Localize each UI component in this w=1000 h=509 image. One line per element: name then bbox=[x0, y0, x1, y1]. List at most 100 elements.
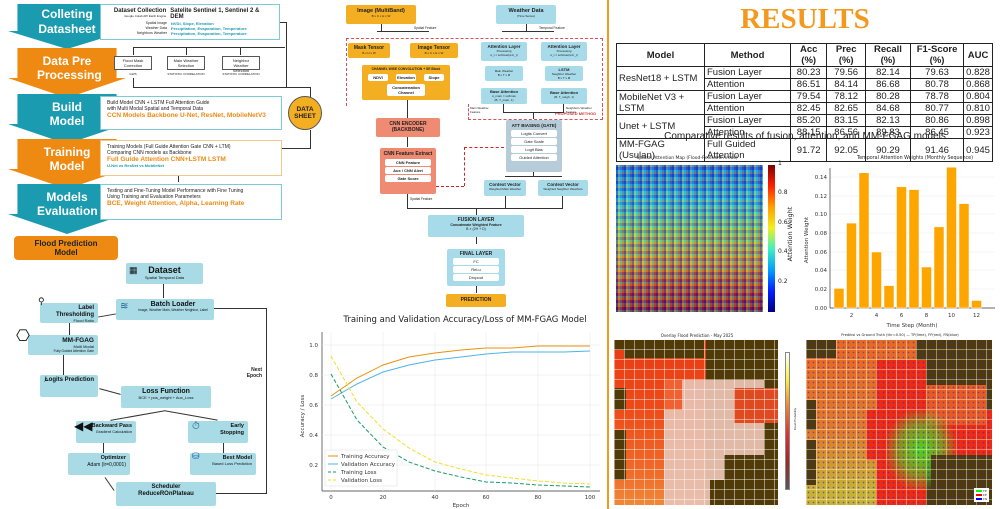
stopwatch-icon: ⏱ bbox=[192, 421, 200, 432]
overlay-flood-map bbox=[614, 340, 778, 505]
layers-icon: ≋ bbox=[120, 301, 129, 312]
magnifier-icon: ⚲ bbox=[38, 296, 45, 306]
svg-text:0.04: 0.04 bbox=[815, 268, 828, 274]
svg-text:0.8: 0.8 bbox=[309, 373, 318, 379]
main-weather-node: Main Weather B x T x M bbox=[485, 66, 523, 81]
training-validation-chart: 1.0 0.8 0.6 0.4 0.2 0 20 40 60 80 100 Epoch Accur… bbox=[300, 332, 600, 509]
datasheet-circle: DATA SHEET bbox=[288, 96, 322, 130]
context-vector-main: Context Vector Weighted Main Weather bbox=[484, 180, 526, 196]
panel-divider bbox=[607, 0, 609, 509]
network-icon: ⎔ bbox=[16, 328, 30, 345]
best-model-node: ⛁ Best Model Based Loss Prediction bbox=[190, 451, 256, 475]
svg-text:0.14: 0.14 bbox=[815, 175, 828, 181]
context-vector-neighbor: Context Vector Weighted Neighbor Weather… bbox=[538, 180, 588, 196]
image-multiband-node: Image (MultiBand) B x C x H x W bbox=[346, 5, 416, 24]
lstm-node: LSTM Neighbor Weather B x T x M bbox=[545, 66, 583, 81]
image-tensor-node: Image Tensor B x C x H x W bbox=[410, 43, 458, 58]
stage-data-preprocessing: Data Pre Processing bbox=[8, 48, 126, 98]
svg-text:Epoch: Epoch bbox=[453, 503, 470, 509]
svg-text:100: 100 bbox=[585, 495, 596, 501]
svg-text:40: 40 bbox=[432, 495, 439, 501]
mm-fgag-node: ⎔ MM-FGAG Multi Modal Fully Guided Atten… bbox=[16, 328, 98, 355]
logits-prediction-node: ⌕ Logits Prediction bbox=[40, 375, 98, 397]
prediction-node: PREDICTION bbox=[446, 294, 506, 307]
database-check-icon: ⛁ bbox=[192, 451, 200, 461]
proposed-method-frame-lower bbox=[468, 104, 603, 120]
svg-text:6: 6 bbox=[900, 313, 904, 319]
mask-tensor-node: Mask Tensor B x H x W bbox=[348, 43, 390, 58]
svg-text:0.02: 0.02 bbox=[815, 287, 827, 293]
svg-text:0.06: 0.06 bbox=[815, 250, 828, 256]
svg-text:12: 12 bbox=[973, 313, 980, 319]
svg-text:Validation Accuracy: Validation Accuracy bbox=[341, 462, 396, 468]
attention-layer-neighbor: Attention Layer Processing α_t = softmax… bbox=[541, 42, 587, 61]
rewind-icon: ◀◀ bbox=[74, 419, 93, 433]
optimizer-node: Optimizer Adam (lr=0,0001) bbox=[68, 453, 130, 475]
svg-text:80: 80 bbox=[535, 495, 542, 501]
attention-colorbar bbox=[768, 165, 775, 312]
chart-magnifier-icon: ⌕ bbox=[44, 375, 49, 384]
prediction-vs-groundtruth-map: TP FP FN bbox=[806, 340, 992, 505]
svg-text:0.00: 0.00 bbox=[815, 306, 828, 312]
svg-text:0.12: 0.12 bbox=[815, 194, 827, 200]
scheduler-node: Scheduler ReduceROnPlateau bbox=[116, 482, 216, 506]
base-attention-main: Base Attention α_main = softmax (B, T_ma… bbox=[481, 88, 527, 104]
flood-probability-colorbar bbox=[785, 352, 790, 490]
svg-text:Attention Weight: Attention Weight bbox=[804, 216, 810, 263]
table-row: MM-FGAG (Usulan) Full Guided Attention 9… bbox=[616, 138, 993, 162]
svg-text:60: 60 bbox=[483, 495, 490, 501]
dataset-icon: ▦ bbox=[129, 265, 138, 275]
svg-text:0.6: 0.6 bbox=[309, 403, 318, 409]
fusion-layer-node: FUSION LAYER Concatenate Weighted Featur… bbox=[428, 215, 524, 237]
batch-loader-node: ≋ Batch Loader Image, Weather Main, Weat… bbox=[116, 299, 214, 320]
temporal-attention-bar-chart: 0.00 0.02 0.04 0.06 0.08 0.10 0.12 0.14 2 4 6 8 10 1… bbox=[804, 166, 995, 329]
tp-fp-fn-legend: TP FP FN bbox=[974, 488, 989, 502]
spatial-attention-heatmap bbox=[616, 165, 763, 312]
flood-prediction-model: Flood Prediction Model bbox=[14, 236, 118, 260]
svg-text:8: 8 bbox=[925, 313, 929, 319]
loss-function-node: Loss Function BCE + pos_weight + Aux_Los… bbox=[121, 386, 211, 408]
base-attention-neighbor: Base Attention (B, T_neigh, 1) bbox=[541, 88, 587, 104]
svg-text:Training Accuracy: Training Accuracy bbox=[340, 454, 390, 460]
table-row: Attention 88.15 86.56 89.83 86.45 0.923 bbox=[617, 126, 993, 139]
att-biasing-node: ATT BIASING (GATE) Logits Convert Gate S… bbox=[506, 120, 562, 172]
svg-text:1.0: 1.0 bbox=[309, 343, 318, 349]
dataset-node: ▦ Dataset Spatial Temporal Data bbox=[126, 263, 203, 284]
proposed-method-frame bbox=[346, 38, 603, 106]
svg-text:0.08: 0.08 bbox=[815, 231, 828, 237]
table-row: ResNet18 + LSTM Fusion Layer 80.23 79.56… bbox=[616, 66, 993, 91]
build-box: Build Model CNN + LSTM Full Attention Gu… bbox=[100, 96, 282, 130]
cnn-feature-extract-node: CNN Feature Extract CNN Feature Aux / CN… bbox=[380, 148, 436, 194]
svg-text:Time Step (Month): Time Step (Month) bbox=[885, 323, 937, 329]
svg-text:Accuracy / Loss: Accuracy / Loss bbox=[300, 395, 306, 438]
results-title: RESULTS bbox=[740, 3, 870, 35]
svg-text:0.4: 0.4 bbox=[309, 433, 318, 439]
channel-conv-node: CHANNEL WISE CONVOLUTION + SE Block NDVI… bbox=[362, 65, 450, 100]
svg-text:20: 20 bbox=[380, 495, 387, 501]
attention-layer-main: Attention Layer Processing α_t = softmax… bbox=[481, 42, 527, 61]
training-chart-title: Training and Validation Accuracy/Loss of… bbox=[343, 315, 587, 325]
svg-text:0: 0 bbox=[329, 495, 333, 501]
results-table: Model Method Acc (%) Prec (%) Recall (%)… bbox=[616, 43, 993, 162]
table-row: Unet + LSTM Fusion Layer 85.20 83.15 82.… bbox=[616, 114, 993, 139]
cnn-encoder-node: CNN ENCODER (BACKBONE) bbox=[376, 118, 440, 137]
svg-text:10: 10 bbox=[948, 313, 955, 319]
final-layer-node: FINAL LAYER FC ReLu Dropout bbox=[447, 249, 505, 286]
weather-data-node: Weather Data (Time Series) bbox=[496, 5, 556, 24]
collection-box: Dataset Collection Google Colab API Eart… bbox=[100, 4, 280, 40]
main-weather-box: Main Weather Selection bbox=[167, 56, 205, 70]
svg-text:0.2: 0.2 bbox=[309, 463, 318, 469]
svg-text:Validation Loss: Validation Loss bbox=[341, 478, 382, 484]
label-thresholding-node: ⚲ Label Thresholding Flood Ratio bbox=[38, 296, 98, 323]
neighbor-weather-box: Neighbor Weather Selection bbox=[222, 56, 260, 72]
table-row: Attention 86.51 84.14 86.68 80.78 0.868 bbox=[617, 78, 993, 91]
svg-text:4: 4 bbox=[875, 313, 879, 319]
evaluation-box: Testing and Fine-Tuning Model Performanc… bbox=[100, 184, 282, 220]
training-box: Training Models (Full Guide Attention Ga… bbox=[100, 140, 282, 176]
table-row: MobileNet V3 + LSTM Fusion Layer 79.54 7… bbox=[616, 90, 993, 115]
backward-pass-node: ◀◀ Backward Pass Gradient Calculation bbox=[74, 419, 136, 443]
table-caption: Comparative results of fusion, attention… bbox=[664, 131, 946, 142]
svg-text:Training Loss: Training Loss bbox=[340, 470, 377, 476]
early-stopping-node: ⏱ Early Stopping bbox=[188, 421, 248, 443]
svg-text:0.10: 0.10 bbox=[815, 212, 828, 218]
